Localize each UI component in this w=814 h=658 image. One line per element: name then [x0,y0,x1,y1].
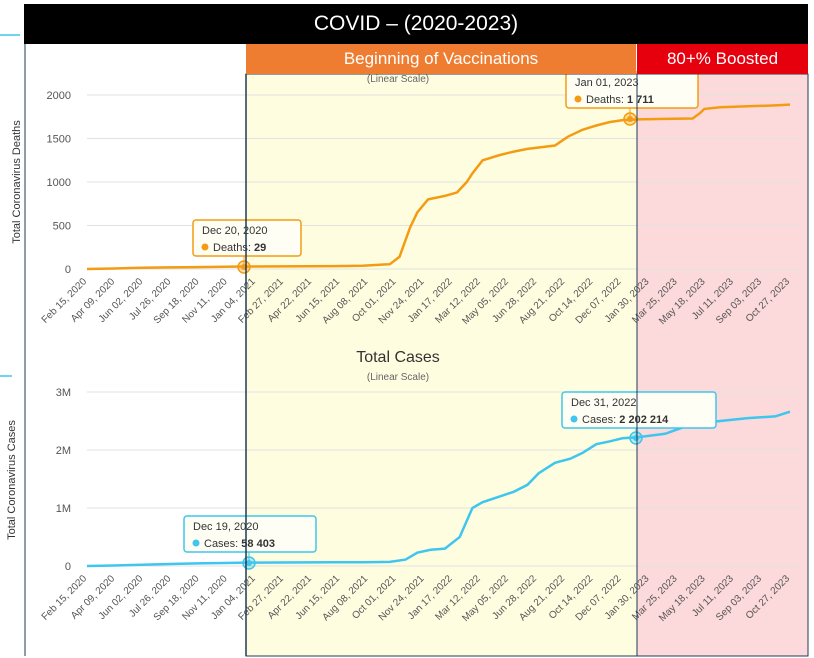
annotation-date: Dec 31, 2022 [571,397,636,409]
vaccination-period-region [246,74,637,656]
y-tick-label: 0 [65,561,71,573]
boosted-banner: 80+% Boosted [637,44,808,74]
y-tick-label: 0 [65,264,71,276]
annotation-legend-dot [570,415,578,423]
deaths-series-line [86,103,791,271]
y-tick-label: 1500 [47,134,71,146]
boosted-region-outline [636,73,809,657]
deaths-y-axis-label: Total Coronavirus Deaths [11,120,23,244]
annotation-legend-dot [201,243,209,251]
cases-chart-title: Total Cases [356,349,440,366]
annotation-date: Dec 20, 2020 [202,225,267,237]
cases-chart-subtitle: (Linear Scale) [367,372,429,383]
annotation-legend-dot [192,539,200,547]
annotation-value: Cases: 58 403 [204,538,275,550]
boosted-period-region [637,74,808,656]
y-tick-label: 1000 [47,177,71,189]
y-tick-label: 2M [56,445,71,457]
y-tick-label: 2000 [47,90,71,102]
annotation-value: Deaths: 29 [213,242,266,254]
annotation-box [183,515,317,553]
deaths-chart-subtitle: (Linear Scale) [367,74,429,85]
annotation-value: Deaths: 1 711 [586,94,654,106]
annotation-box [192,219,302,257]
y-tick-label: 3M [56,387,71,399]
vaccination-banner: Beginning of Vaccinations [246,44,636,74]
title-banner: COVID – (2020-2023) [24,4,808,44]
annotation-value: Cases: 2 202 214 [582,414,669,426]
cases-y-axis-label: Total Coronavirus Cases [6,420,18,540]
annotation-date: Dec 19, 2020 [193,521,258,533]
annotation-box [561,391,717,429]
y-tick-label: 500 [53,221,71,233]
annotation-legend-dot [574,95,582,103]
annotation-date: Jan 01, 2023 [575,77,639,89]
y-tick-label: 1M [56,503,71,515]
